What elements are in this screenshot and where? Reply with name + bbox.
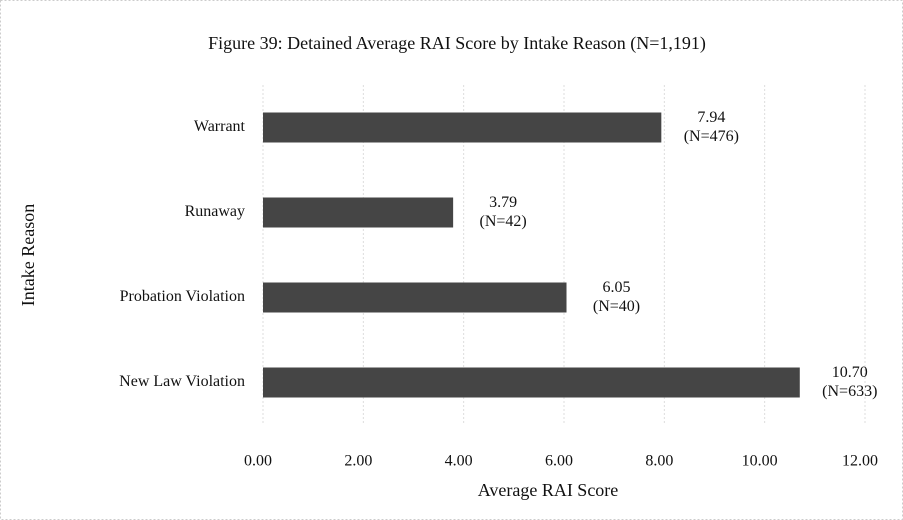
- n-label: (N=476): [684, 128, 739, 145]
- y-tick-label: Probation Violation: [120, 288, 245, 305]
- bar: [263, 197, 454, 228]
- value-label: 7.94: [697, 109, 725, 126]
- x-tick-label: 2.00: [344, 453, 372, 470]
- n-label: (N=40): [593, 298, 640, 315]
- x-tick-label: 0.00: [244, 453, 272, 470]
- value-label: 10.70: [832, 364, 868, 381]
- y-tick-label: New Law Violation: [119, 373, 245, 390]
- x-tick-label: 4.00: [445, 453, 473, 470]
- bar: [263, 282, 567, 313]
- bar: [263, 367, 800, 398]
- y-tick-label: Runaway: [185, 203, 245, 220]
- y-axis-title: Intake Reason: [18, 204, 38, 306]
- x-tick-label: 8.00: [645, 453, 673, 470]
- x-tick-label: 6.00: [545, 453, 573, 470]
- n-label: (N=42): [480, 213, 527, 230]
- value-label: 3.79: [489, 194, 517, 211]
- x-tick-label: 12.00: [842, 453, 878, 470]
- x-tick-label: 10.00: [742, 453, 778, 470]
- y-tick-label: Warrant: [194, 118, 246, 135]
- bar: [263, 112, 662, 143]
- value-label: 6.05: [603, 279, 631, 296]
- n-label: (N=633): [822, 383, 877, 400]
- x-axis-title: Average RAI Score: [478, 480, 619, 500]
- chart-title: Figure 39: Detained Average RAI Score by…: [208, 33, 706, 54]
